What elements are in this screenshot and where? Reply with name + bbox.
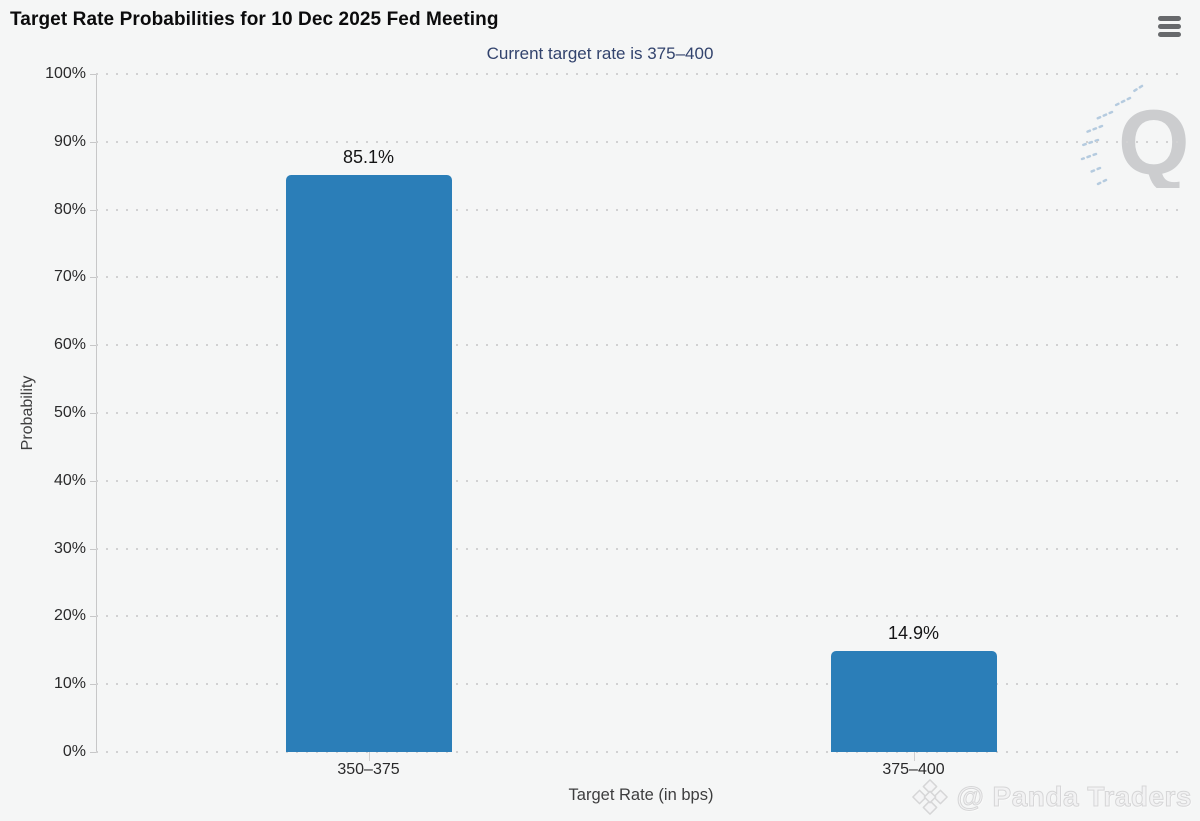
gridline bbox=[96, 547, 1186, 550]
y-tick-label: 0% bbox=[62, 743, 86, 760]
y-tick-mark bbox=[90, 616, 96, 618]
y-tick-label: 60% bbox=[53, 336, 86, 354]
y-tick-mark bbox=[90, 209, 96, 211]
y-tick-mark bbox=[90, 752, 96, 753]
gridline bbox=[96, 479, 1186, 482]
y-tick-mark bbox=[90, 345, 96, 347]
y-tick-label: 80% bbox=[53, 200, 86, 218]
y-tick-mark bbox=[90, 548, 96, 550]
x-tick-mark bbox=[913, 752, 915, 761]
gridline bbox=[96, 344, 1186, 347]
y-tick-label: 100% bbox=[45, 65, 86, 82]
gridline bbox=[96, 412, 1186, 414]
hamburger-bar bbox=[1158, 32, 1181, 37]
plot-area: 85.1% 14.9% bbox=[90, 73, 1186, 761]
x-axis-tick-labels: 350–375 375–400 bbox=[96, 761, 1186, 781]
y-tick-label: 50% bbox=[53, 404, 86, 421]
y-tick-mark bbox=[90, 480, 96, 482]
y-tick-label: 20% bbox=[53, 607, 86, 625]
y-tick-mark bbox=[90, 74, 96, 75]
chart-subtitle: Current target rate is 375–400 bbox=[486, 44, 714, 63]
x-tick-label: 350–375 bbox=[337, 761, 400, 778]
bar[interactable] bbox=[285, 175, 452, 752]
gridline bbox=[96, 140, 1186, 143]
y-tick-mark bbox=[90, 684, 96, 686]
y-tick-label: 30% bbox=[53, 539, 86, 557]
hamburger-menu-icon[interactable] bbox=[1158, 15, 1182, 38]
gridline bbox=[96, 73, 1186, 75]
hamburger-bar bbox=[1158, 24, 1181, 29]
y-axis-title: Probability bbox=[19, 375, 36, 451]
x-tick-mark bbox=[368, 752, 370, 761]
bar[interactable] bbox=[830, 650, 997, 752]
y-tick-mark bbox=[90, 141, 96, 143]
bar-value-label: 85.1% bbox=[342, 147, 395, 168]
gridline bbox=[96, 751, 1186, 753]
y-tick-mark bbox=[90, 277, 96, 279]
y-axis-tick-labels: 0% 10% 20% 30% 40% 50% 60% 70% 80% 90% 100% bbox=[0, 65, 86, 760]
x-axis-title: Target Rate (in bps) bbox=[568, 786, 714, 804]
bar-value-label: 14.9% bbox=[887, 622, 940, 643]
y-tick-mark bbox=[90, 413, 96, 414]
gridline bbox=[96, 276, 1186, 279]
hamburger-bar bbox=[1158, 16, 1181, 21]
gridline bbox=[96, 683, 1186, 686]
y-tick-label: 10% bbox=[53, 675, 86, 693]
y-tick-label: 90% bbox=[53, 132, 86, 150]
y-tick-label: 70% bbox=[53, 268, 86, 286]
y-tick-label: 40% bbox=[53, 471, 86, 489]
x-tick-label: 375–400 bbox=[882, 761, 945, 778]
gridline bbox=[96, 615, 1186, 618]
chart-title: Target Rate Probabilities for 10 Dec 202… bbox=[10, 9, 499, 30]
gridline bbox=[96, 208, 1186, 211]
